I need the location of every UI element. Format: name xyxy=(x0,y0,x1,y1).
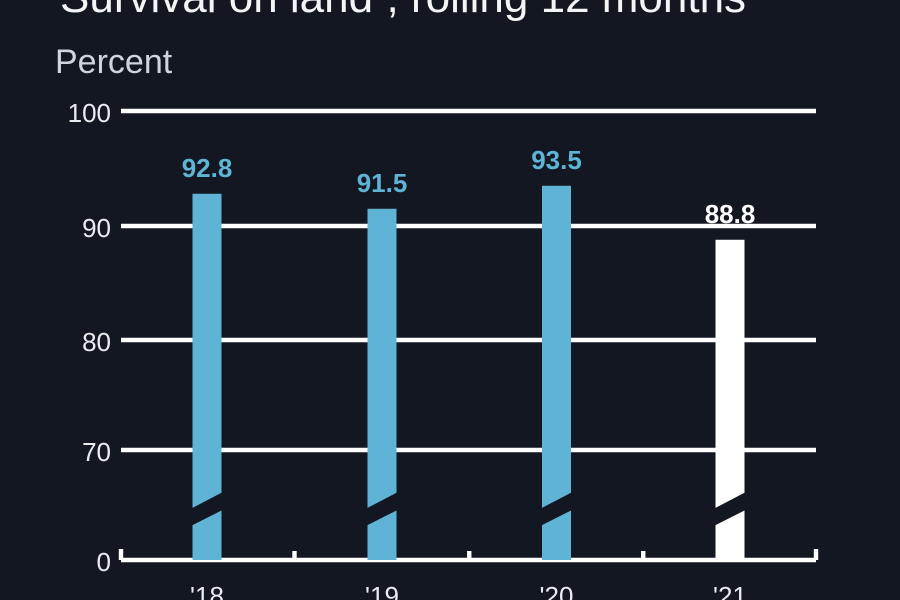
svg-text:80: 80 xyxy=(82,327,111,357)
svg-text:92.8: 92.8 xyxy=(182,153,233,183)
svg-text:'19: '19 xyxy=(365,581,399,600)
svg-text:91.5: 91.5 xyxy=(357,168,408,198)
svg-text:93.5: 93.5 xyxy=(531,145,582,175)
svg-text:90: 90 xyxy=(82,213,111,243)
svg-text:100: 100 xyxy=(68,98,111,128)
svg-text:'18: '18 xyxy=(190,581,224,600)
svg-text:88.8: 88.8 xyxy=(705,199,756,229)
svg-text:70: 70 xyxy=(82,437,111,467)
svg-text:'20: '20 xyxy=(540,581,574,600)
svg-text:'21: '21 xyxy=(713,581,747,600)
svg-text:0: 0 xyxy=(97,547,111,577)
